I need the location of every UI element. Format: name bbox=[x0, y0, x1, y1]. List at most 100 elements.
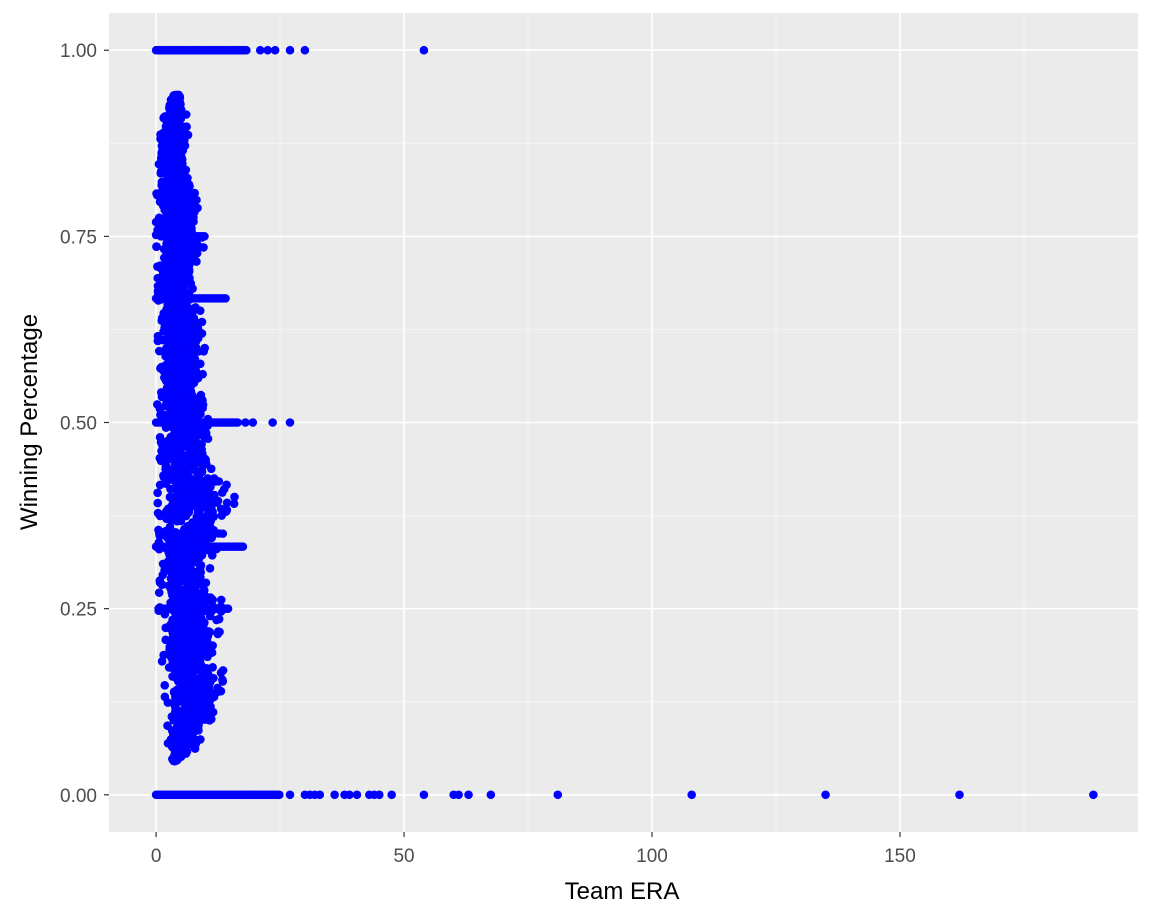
data-point bbox=[197, 233, 207, 242]
data-point bbox=[189, 217, 198, 226]
data-point bbox=[174, 631, 183, 641]
data-point bbox=[176, 468, 186, 478]
data-point bbox=[198, 588, 207, 597]
y-tick-label: 0.50 bbox=[60, 414, 97, 435]
data-point bbox=[203, 632, 213, 641]
data-point bbox=[187, 441, 196, 451]
data-point bbox=[184, 267, 194, 276]
data-point bbox=[176, 679, 186, 688]
data-point bbox=[172, 273, 182, 283]
data-point bbox=[153, 225, 162, 235]
data-point bbox=[155, 480, 165, 490]
data-point bbox=[153, 498, 163, 508]
data-point-outlier bbox=[300, 45, 310, 55]
data-point bbox=[168, 411, 177, 420]
data-point bbox=[172, 191, 181, 201]
data-point bbox=[171, 112, 180, 121]
y-tick-label: 0.00 bbox=[60, 786, 97, 807]
data-point bbox=[203, 650, 212, 660]
data-point bbox=[217, 511, 227, 520]
data-point bbox=[205, 611, 215, 621]
data-point bbox=[180, 406, 189, 415]
data-point bbox=[154, 588, 164, 597]
data-point bbox=[238, 542, 248, 551]
data-point bbox=[178, 268, 188, 277]
data-point bbox=[185, 668, 195, 678]
data-point bbox=[193, 326, 203, 335]
data-point bbox=[171, 400, 181, 409]
data-point bbox=[196, 477, 206, 486]
data-point bbox=[172, 138, 181, 148]
data-point bbox=[174, 293, 183, 302]
data-point-outlier bbox=[821, 790, 830, 800]
data-point bbox=[191, 416, 201, 426]
data-point bbox=[155, 432, 165, 442]
data-point bbox=[194, 726, 203, 735]
data-point-outlier bbox=[1089, 790, 1098, 800]
data-point bbox=[171, 484, 180, 494]
data-point bbox=[171, 477, 180, 487]
data-point bbox=[176, 385, 186, 394]
x-tick-label: 150 bbox=[884, 846, 916, 867]
data-point bbox=[187, 431, 196, 441]
data-point bbox=[190, 611, 199, 620]
data-point bbox=[214, 627, 223, 636]
data-point-outlier bbox=[285, 790, 295, 800]
data-point bbox=[170, 755, 180, 765]
data-point bbox=[172, 655, 182, 665]
data-point bbox=[164, 351, 173, 361]
data-point bbox=[179, 205, 188, 214]
data-point bbox=[233, 418, 242, 427]
data-point bbox=[155, 578, 165, 587]
data-point bbox=[222, 498, 232, 508]
data-point bbox=[198, 598, 208, 608]
data-point bbox=[179, 643, 189, 653]
data-point bbox=[193, 333, 203, 343]
data-point bbox=[192, 257, 201, 266]
data-point bbox=[183, 693, 192, 703]
data-point bbox=[229, 499, 239, 509]
data-point bbox=[221, 294, 230, 303]
data-point bbox=[175, 301, 184, 310]
data-point bbox=[168, 235, 177, 245]
data-point-outlier bbox=[352, 790, 362, 800]
data-point bbox=[175, 604, 185, 614]
data-point bbox=[157, 141, 167, 151]
data-point bbox=[168, 305, 177, 315]
data-point bbox=[153, 262, 162, 271]
data-point bbox=[153, 288, 163, 298]
data-point-outlier bbox=[200, 343, 210, 353]
data-point-outlier bbox=[205, 716, 214, 725]
data-point bbox=[187, 676, 197, 686]
data-point bbox=[200, 527, 210, 537]
x-tick-label: 100 bbox=[636, 846, 668, 867]
data-point bbox=[158, 186, 167, 196]
data-point bbox=[216, 595, 226, 605]
data-point bbox=[170, 213, 180, 223]
data-point bbox=[197, 514, 206, 523]
data-point bbox=[162, 395, 172, 404]
data-point bbox=[188, 653, 198, 663]
data-point bbox=[214, 614, 224, 624]
data-point-outlier bbox=[205, 520, 214, 529]
data-point bbox=[177, 153, 186, 162]
data-point bbox=[165, 509, 175, 519]
data-point bbox=[169, 664, 179, 673]
data-point bbox=[169, 715, 178, 725]
grid-lines bbox=[109, 13, 1138, 832]
data-point-outlier bbox=[270, 45, 280, 55]
data-point bbox=[183, 552, 193, 562]
data-point bbox=[153, 488, 162, 498]
data-point bbox=[173, 245, 182, 255]
data-point bbox=[163, 561, 172, 570]
data-point bbox=[175, 735, 184, 745]
data-points bbox=[151, 45, 1098, 800]
data-point bbox=[171, 673, 181, 683]
data-point bbox=[159, 113, 168, 123]
data-point-outlier bbox=[208, 707, 218, 717]
data-point-outlier bbox=[241, 418, 250, 427]
data-point-outlier bbox=[345, 790, 354, 800]
data-point bbox=[212, 544, 221, 554]
data-point bbox=[164, 473, 174, 482]
